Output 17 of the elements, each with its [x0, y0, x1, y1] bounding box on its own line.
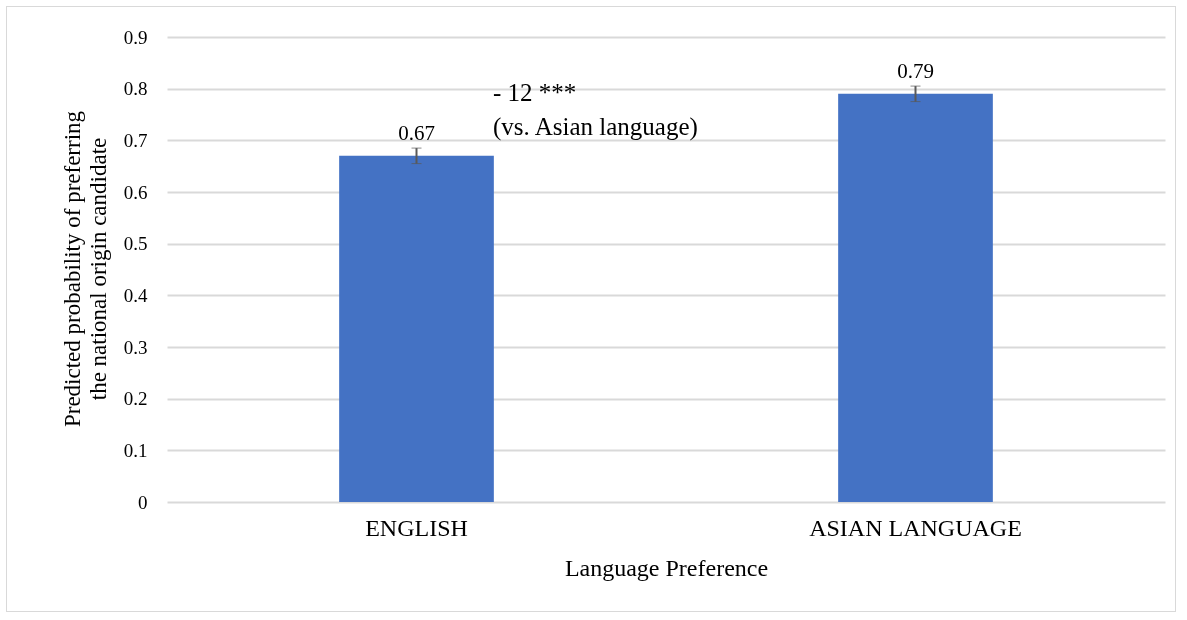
y-tick-label: 0.6 — [123, 181, 148, 203]
data-label: 0.79 — [897, 59, 934, 84]
x-tick-label: ASIAN LANGUAGE — [809, 514, 1022, 541]
y-tick-label: 0.9 — [123, 26, 148, 48]
y-tick-label: 0.3 — [123, 336, 148, 358]
data-label: 0.67 — [398, 121, 435, 146]
y-tick-label: 0.4 — [123, 284, 148, 306]
x-tick-label: ENGLISH — [365, 514, 468, 541]
y-tick-label: 0.2 — [123, 388, 148, 410]
y-axis-title: Predicted probability of preferring the national origin candidate — [60, 110, 111, 428]
y-tick-label: 0.7 — [123, 129, 148, 151]
y-tick-label: 0.1 — [123, 439, 148, 461]
annotation: - 12 *** (vs. Asian language) — [493, 79, 698, 141]
y-tick-label: 0.5 — [123, 233, 148, 255]
y-tick-label: 0 — [138, 491, 148, 513]
x-axis-title: Language Preference — [564, 554, 769, 581]
y-tick-label: 0.8 — [123, 78, 148, 100]
